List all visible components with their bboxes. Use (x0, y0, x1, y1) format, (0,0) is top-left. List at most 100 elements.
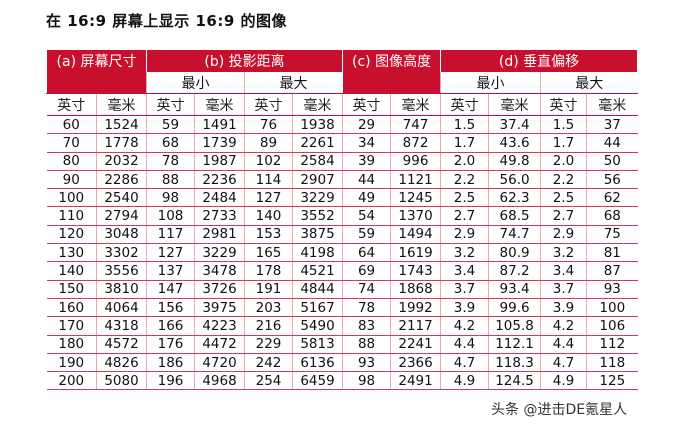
table-cell: 2.2 (440, 170, 489, 190)
table-cell: 2.2 (540, 170, 587, 190)
table-cell: 2117 (390, 316, 441, 336)
table-cell: 1524 (95, 115, 147, 135)
table-cell: 190 (46, 353, 97, 373)
table-cell: 88 (342, 335, 391, 354)
table-row: 60 1524 59 1491 76 1938 29 747 1.5 37.4 1.5 37 (46, 115, 638, 135)
table-cell: 6136 (292, 353, 343, 373)
table-cell: 1938 (292, 115, 343, 135)
table-cell: 216 (244, 316, 293, 336)
table-cell: 88 (146, 170, 195, 190)
table-cell: 1868 (390, 280, 441, 299)
table-cell: 2.0 (540, 152, 587, 171)
table-cell: 2794 (95, 206, 147, 226)
table-cell: 4223 (194, 316, 245, 336)
table-cell: 186 (146, 353, 195, 373)
table-cell: 69 (342, 261, 391, 281)
table-cell: 4198 (292, 243, 343, 263)
table-cell: 59 (342, 225, 391, 245)
table-cell: 39 (342, 152, 391, 171)
table-cell: 3552 (292, 206, 343, 226)
table-cell: 5080 (95, 371, 147, 391)
table-cell: 3.4 (540, 261, 587, 281)
table-cell: 70 (46, 133, 97, 153)
table-cell: 1992 (390, 298, 441, 318)
table-cell: 93 (586, 280, 638, 299)
table-cell: 81 (586, 243, 638, 263)
table-cell: 89 (244, 133, 293, 153)
table-cell: 49 (342, 188, 391, 208)
table-cell: 2907 (292, 170, 343, 190)
subheader-offset-min: 最小 (440, 72, 541, 94)
table-cell: 4064 (95, 298, 147, 318)
table-cell: 2.9 (540, 225, 587, 245)
table-cell: 3.7 (440, 280, 489, 299)
subheader-distance-max: 最大 (244, 72, 343, 94)
table-cell: 112 (586, 335, 638, 354)
table-cell: 4.4 (440, 335, 489, 354)
table-cell: 1245 (390, 188, 441, 208)
table-row: 170 4318 166 4223 216 5490 83 2117 4.2 105.8 4.2 10… (46, 316, 638, 336)
subheader-distance-min: 最小 (146, 72, 245, 94)
table-cell: 118 (586, 353, 638, 373)
table-cell: 3302 (95, 243, 147, 263)
unit-header: 毫米 (390, 93, 441, 116)
table-cell: 124.5 (488, 371, 541, 391)
table-cell: 75 (586, 225, 638, 245)
table-cell: 140 (46, 261, 97, 281)
table-cell: 127 (244, 188, 293, 208)
group-header-vertical-offset: (d) 垂直偏移 (440, 50, 639, 72)
table-cell: 747 (390, 115, 441, 135)
table-cell: 1494 (390, 225, 441, 245)
table-cell: 68 (146, 133, 195, 153)
table-cell: 93 (342, 353, 391, 373)
table-row: 70 1778 68 1739 89 2261 34 872 1.7 43.6 1.7 44 (46, 133, 638, 153)
table-row: 90 2286 88 2236 114 2907 44 1121 2.2 56.0 2.2 56 (46, 170, 638, 190)
table-cell: 100 (586, 298, 638, 318)
table-cell: 4572 (95, 335, 147, 354)
table-cell: 3229 (194, 243, 245, 263)
table-cell: 54 (342, 206, 391, 226)
table-cell: 62.3 (488, 188, 541, 208)
unit-header: 毫米 (488, 93, 541, 116)
table-cell: 98 (342, 371, 391, 391)
table-row: 160 4064 156 3975 203 5167 78 1992 3.9 99.6 3.9 100 (46, 298, 638, 318)
table-cell: 3048 (95, 225, 147, 245)
table-cell: 2286 (95, 170, 147, 190)
unit-header: 毫米 (292, 93, 343, 116)
table-cell: 2366 (390, 353, 441, 373)
table-cell: 2261 (292, 133, 343, 153)
table-cell: 2.7 (540, 206, 587, 226)
subheader-offset-max: 最大 (540, 72, 638, 94)
table-cell: 4.9 (540, 371, 587, 391)
table-cell: 1.5 (540, 115, 587, 135)
unit-header: 英寸 (146, 93, 195, 116)
table-cell: 112.1 (488, 335, 541, 354)
table-cell: 4.2 (540, 316, 587, 336)
table-cell: 2.7 (440, 206, 489, 226)
table-cell: 5167 (292, 298, 343, 318)
table-cell: 4844 (292, 280, 343, 299)
table-cell: 108 (146, 206, 195, 226)
table-cell: 4521 (292, 261, 343, 281)
table-cell: 62 (586, 188, 638, 208)
table-cell: 2.9 (440, 225, 489, 245)
table-cell: 4.9 (440, 371, 489, 391)
table-row: 80 2032 78 1987 102 2584 39 996 2.0 49.8 2.0 50 (46, 152, 638, 171)
table-cell: 3478 (194, 261, 245, 281)
table-cell: 2584 (292, 152, 343, 171)
table-cell: 156 (146, 298, 195, 318)
table-cell: 1778 (95, 133, 147, 153)
subheader-image-height-fill (342, 72, 441, 94)
table-row: 200 5080 196 4968 254 6459 98 2491 4.9 124.5 4.9 12… (46, 371, 638, 391)
table-cell: 68.5 (488, 206, 541, 226)
table-cell: 44 (342, 170, 391, 190)
table-cell: 76 (244, 115, 293, 135)
table-cell: 1619 (390, 243, 441, 263)
table-cell: 83 (342, 316, 391, 336)
table-cell: 1.5 (440, 115, 489, 135)
unit-header: 毫米 (194, 93, 245, 116)
table-cell: 4318 (95, 316, 147, 336)
table-cell: 125 (586, 371, 638, 391)
table-row: 110 2794 108 2733 140 3552 54 1370 2.7 68.5 2.7 68 (46, 206, 638, 226)
table-cell: 130 (46, 243, 97, 263)
